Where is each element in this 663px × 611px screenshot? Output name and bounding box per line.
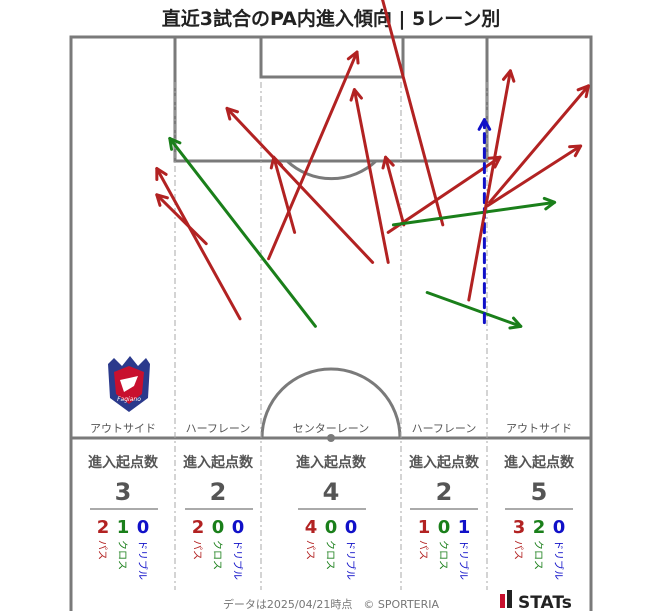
pass-arrow: [155, 193, 208, 246]
pass-label: パス: [96, 540, 108, 560]
arrowhead: [508, 316, 523, 330]
dribble-label: ドリブル: [136, 540, 149, 580]
entry-arrows: [155, 0, 590, 330]
cross-count: 0: [325, 517, 338, 538]
stat-headers: 進入起点数 進入起点数 進入起点数 進入起点数 進入起点数: [88, 454, 575, 471]
lane-total: 3: [115, 478, 132, 506]
cross-label: クロス: [211, 540, 223, 570]
dribble-label: ドリブル: [231, 540, 244, 580]
center-spot: [327, 434, 335, 442]
chart-title: 直近3試合のPA内進入傾向 | 5レーン別: [162, 7, 501, 30]
lane-total: 2: [210, 478, 227, 506]
pass-count: 3: [513, 517, 526, 538]
pass-arrow: [267, 50, 360, 261]
goal-area: [259, 35, 405, 79]
lane-totals: 3 2 4 2 5: [115, 478, 548, 506]
dribble-label: ドリブル: [552, 540, 565, 580]
cross-arrow: [168, 136, 317, 328]
pass-arrow: [386, 155, 502, 234]
pass-count: 4: [305, 517, 318, 538]
arrowhead: [381, 155, 395, 170]
arrowhead: [576, 84, 590, 99]
cross-label: クロス: [116, 540, 128, 570]
pass-count: 2: [192, 517, 205, 538]
lane-dividers: [174, 82, 488, 590]
cross-arrow: [391, 196, 557, 227]
pass-label: パス: [191, 540, 203, 560]
pass-arrow: [155, 167, 242, 321]
arrowhead: [477, 118, 492, 131]
pass-arrow: [467, 69, 516, 302]
arrowhead: [155, 193, 169, 207]
arrowhead: [487, 155, 502, 169]
dribble-count: 0: [232, 517, 245, 538]
lane-labels: アウトサイド ハーフレーン センターレーン ハーフレーン アウトサイド: [90, 422, 572, 435]
pass-count: 2: [97, 517, 110, 538]
stat-header: 進入起点数: [409, 454, 480, 471]
dribble-count: 0: [345, 517, 358, 538]
stat-header: 進入起点数: [296, 454, 367, 471]
lane-label: センターレーン: [293, 422, 369, 435]
type-labels: パス クロス ドリブル パス クロス ドリブル パス クロス ドリブル パス ク…: [96, 540, 565, 580]
stat-header: 進入起点数: [88, 454, 159, 471]
arrowhead: [349, 88, 363, 102]
dribble-label: ドリブル: [457, 540, 470, 580]
penalty-arc: [285, 159, 378, 181]
brand-text: STATs: [518, 593, 572, 611]
penalty-area: [173, 35, 489, 163]
center-circle: [260, 367, 402, 439]
pass-arrow: [381, 0, 445, 227]
lane-label: アウトサイド: [90, 422, 156, 435]
team-crest-logo: Fagiano: [108, 356, 150, 412]
stat-header: 進入起点数: [504, 454, 575, 471]
dribble-label: ドリブル: [344, 540, 357, 580]
lane-total: 2: [436, 478, 453, 506]
pass-arrow: [349, 88, 390, 264]
arrowhead: [568, 144, 583, 158]
dribble-count: 0: [137, 517, 150, 538]
stat-header: 進入起点数: [183, 454, 254, 471]
arrowhead: [346, 50, 360, 65]
lane-label: ハーフレーン: [412, 422, 477, 435]
svg-text:Fagiano: Fagiano: [117, 396, 141, 403]
dribble-count: 1: [458, 517, 471, 538]
pass-arrow: [269, 155, 297, 234]
pass-label: パス: [304, 540, 316, 560]
cross-count: 1: [117, 517, 130, 538]
pass-arrow: [485, 144, 583, 208]
pass-label: パス: [417, 540, 429, 560]
cross-count: 2: [533, 517, 546, 538]
pass-count: 1: [418, 517, 431, 538]
cross-arrow: [425, 291, 523, 330]
lane-total: 4: [323, 478, 340, 506]
arrowhead: [501, 69, 516, 83]
arrowhead: [168, 136, 182, 151]
pass-arrow: [381, 155, 406, 227]
cross-count: 0: [212, 517, 225, 538]
lane-label: ハーフレーン: [186, 422, 251, 435]
lane-label: アウトサイド: [506, 422, 572, 435]
dribble-count: 0: [553, 517, 566, 538]
cross-label: クロス: [324, 540, 336, 570]
lane-total: 5: [531, 478, 548, 506]
cross-count: 0: [438, 517, 451, 538]
breakdown-counts: 2 1 0 2 0 0 4 0 0 1 0 1 3 2 0: [97, 517, 566, 538]
stats-brand-logo: STATs: [500, 590, 572, 611]
dribble-arrow: [477, 118, 492, 325]
cross-label: クロス: [532, 540, 544, 570]
arrowhead: [155, 167, 168, 182]
arrowhead: [542, 196, 557, 211]
cross-label: クロス: [437, 540, 449, 570]
footer-note: データは2025/04/21時点 © SPORTERIA: [223, 597, 440, 611]
arrowhead: [225, 106, 239, 121]
arrowhead: [269, 155, 283, 170]
pass-label: パス: [512, 540, 524, 560]
pass-arrow: [488, 84, 590, 204]
